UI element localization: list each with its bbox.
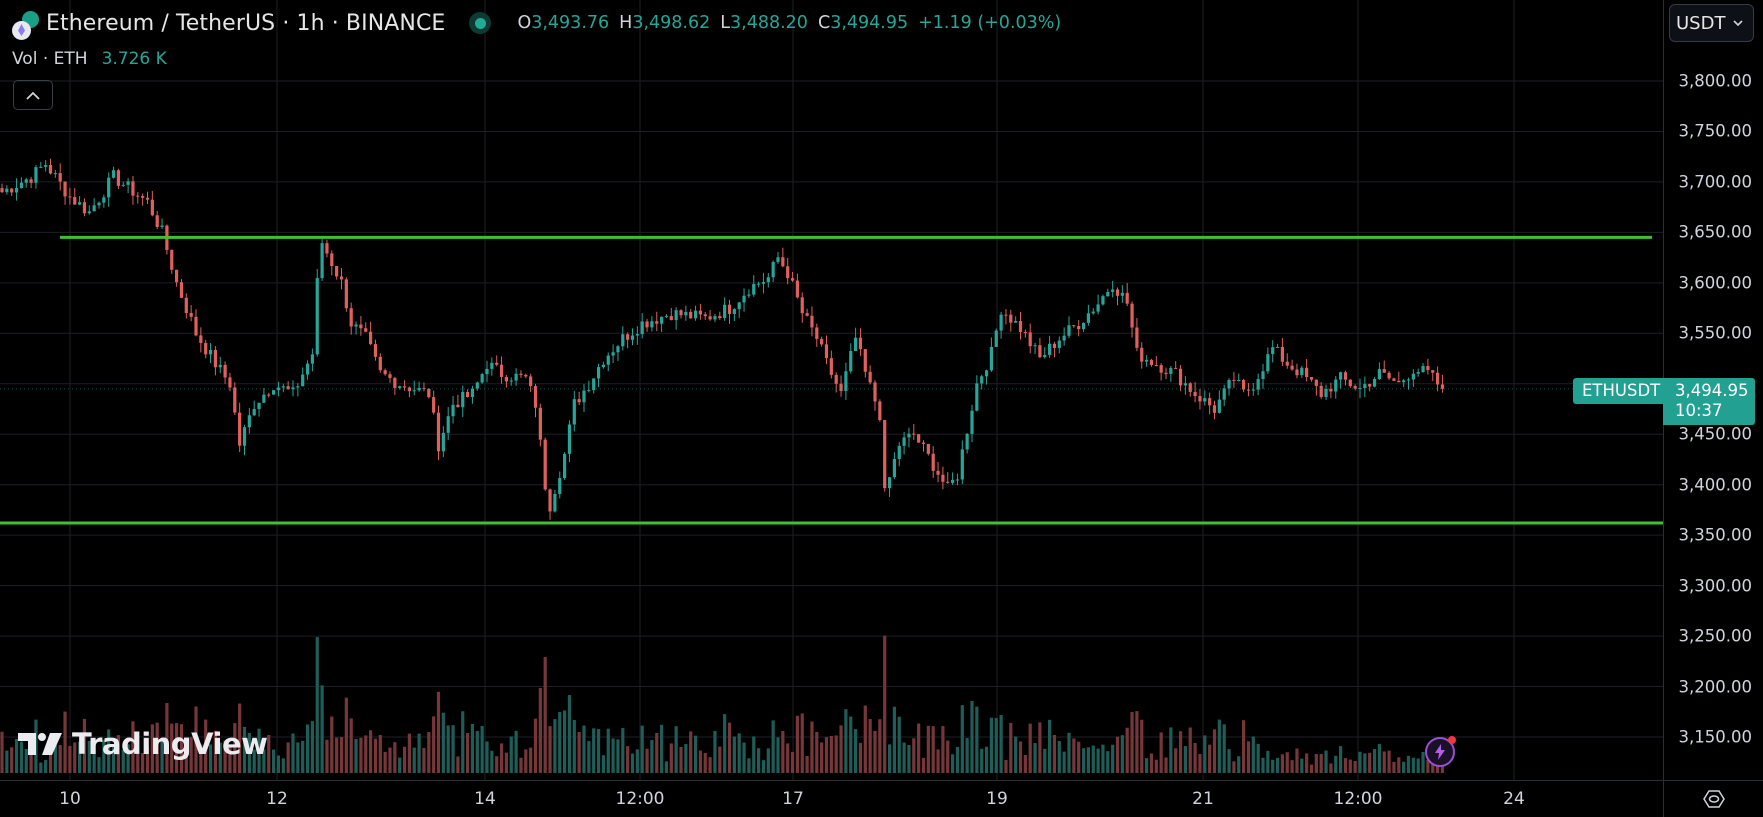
notification-badge	[1448, 736, 1456, 744]
time-tick: 12:00	[615, 789, 665, 809]
high-value: 3,498.62	[632, 13, 711, 33]
price-tick: 3,350.00	[1678, 525, 1752, 545]
time-tick: 21	[1192, 789, 1214, 809]
time-tick: 12	[266, 789, 288, 809]
price-tick: 3,200.00	[1678, 677, 1752, 697]
settings-hexagon-icon	[1703, 790, 1725, 808]
symbol-price-tag: ETHUSDT	[1573, 378, 1670, 404]
price-tick: 3,700.00	[1678, 172, 1752, 192]
logo-text: TradingView	[72, 727, 268, 761]
lightning-alerts-button[interactable]	[1425, 736, 1456, 767]
bar-countdown: 10:37	[1675, 401, 1723, 420]
time-tick: 17	[782, 789, 804, 809]
price-tick: 3,550.00	[1678, 323, 1752, 343]
price-tick: 3,800.00	[1678, 71, 1752, 91]
last-price-label: 3,494.95 10:37	[1663, 378, 1755, 425]
chart-settings-button[interactable]	[1663, 780, 1763, 817]
price-tick: 3,150.00	[1678, 727, 1752, 747]
tradingview-logo-icon	[18, 733, 62, 755]
time-tick: 24	[1503, 789, 1525, 809]
volume-value: 3.726 K	[101, 49, 167, 69]
lightning-bolt-icon	[1435, 744, 1445, 760]
market-open-status-icon[interactable]	[469, 12, 492, 34]
price-tick: 3,250.00	[1678, 626, 1752, 646]
time-tick: 10	[59, 789, 81, 809]
open-value: 3,493.76	[531, 13, 610, 33]
low-value: 3,488.20	[730, 13, 808, 33]
eth-usdt-pair-icon	[10, 9, 40, 40]
price-tick: 3,600.00	[1678, 273, 1752, 293]
price-tick: 3,450.00	[1678, 424, 1752, 444]
ohlc-values: O3,493.76 H3,498.62 L3,488.20 C3,494.95 …	[517, 13, 1062, 33]
time-tick: 19	[986, 789, 1008, 809]
volume-label: Vol · ETH	[12, 49, 88, 69]
last-price-value: 3,494.95	[1675, 381, 1749, 400]
time-tick: 14	[474, 789, 496, 809]
collapse-legend-button[interactable]	[13, 80, 53, 110]
chevron-down-icon	[1733, 20, 1743, 26]
change-value: +1.19 (+0.03%)	[918, 13, 1062, 33]
tradingview-logo[interactable]: TradingView	[16, 727, 268, 761]
volume-legend[interactable]: Vol · ETH 3.726 K	[12, 49, 167, 69]
time-tick: 12:00	[1333, 789, 1383, 809]
currency-value: USDT	[1676, 12, 1726, 34]
currency-selector[interactable]: USDT	[1669, 4, 1754, 42]
price-chart[interactable]	[0, 0, 1663, 780]
price-axis[interactable]: 3,800.00 3,750.00 3,700.00 3,650.00 3,600.00…	[1663, 0, 1763, 780]
symbol-legend: Ethereum / TetherUS · 1h · BINANCE O3,49…	[10, 9, 1062, 40]
chevron-up-icon	[26, 91, 40, 100]
chart-title[interactable]: Ethereum / TetherUS · 1h · BINANCE	[46, 10, 446, 36]
price-tick: 3,400.00	[1678, 475, 1752, 495]
close-value: 3,494.95	[830, 13, 909, 33]
price-tick: 3,750.00	[1678, 121, 1752, 141]
time-axis[interactable]: 10 12 14 12:00 17 19 21 12:00 24	[0, 780, 1663, 817]
price-tick: 3,650.00	[1678, 222, 1752, 242]
price-tick: 3,300.00	[1678, 576, 1752, 596]
